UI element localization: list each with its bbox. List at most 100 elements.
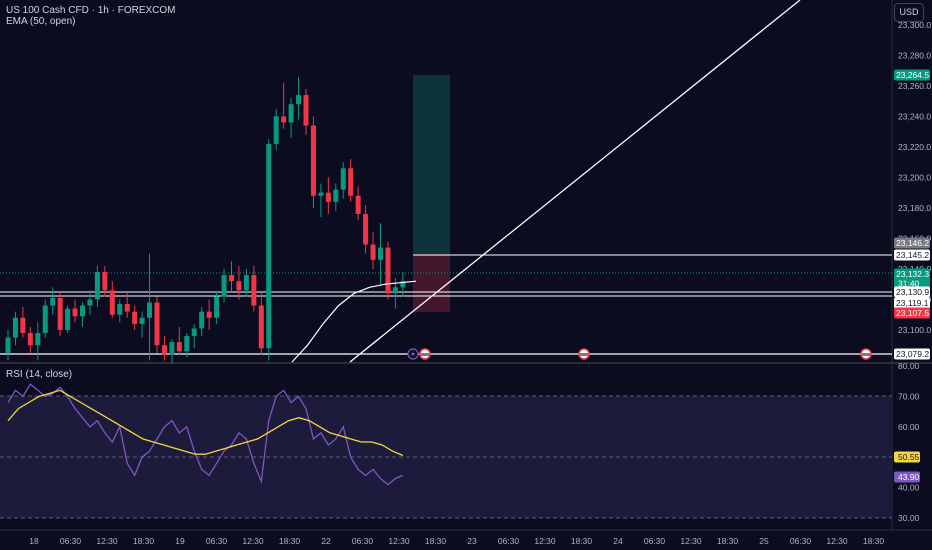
candle <box>310 116 316 208</box>
time-label: 12:30 <box>680 536 702 546</box>
rsi-tag-label: 43.90 <box>898 472 920 482</box>
time-label: 18:30 <box>863 536 885 546</box>
candle <box>102 265 108 297</box>
price-tag-label: 23,130.9 <box>896 287 929 297</box>
candle <box>27 326 33 353</box>
price-tag-line3[interactable]: 23,130.9 <box>894 286 930 298</box>
candle <box>124 293 130 318</box>
rsi-ma-line <box>7 389 404 457</box>
price-tag-label: 23,145.2 <box>896 250 929 260</box>
time-axis[interactable]: 18 06:30 12:30 18:30 19 06:30 12:30 18:30 22 06:3… <box>29 536 884 546</box>
price-tick-label: 23,180.0 <box>898 203 931 213</box>
time-label: 23 <box>467 536 477 546</box>
candle <box>94 265 100 308</box>
candle <box>87 290 93 315</box>
rsi-tag-ma[interactable]: 50.55 <box>894 451 920 463</box>
price-tag-line2[interactable]: 23,145.2 <box>894 249 930 261</box>
economic-event-icon[interactable] <box>578 348 590 360</box>
price-tag-label: 23,132.3 <box>896 269 929 279</box>
candle <box>176 326 182 355</box>
price-tag-line4[interactable]: 23,119.1 <box>894 297 930 309</box>
price-tag-line5[interactable]: 23,079.2 <box>894 348 930 360</box>
rsi-tick-label: 70.00 <box>898 391 920 401</box>
price-tick-label: 23,260.0 <box>898 81 931 91</box>
candles-group <box>5 76 406 364</box>
rsi-tag-rsi[interactable]: 43.90 <box>894 471 920 483</box>
price-tag-sl[interactable]: 23,107.5 <box>894 307 930 319</box>
candle <box>273 108 279 150</box>
bar-countdown: 31:40 <box>898 279 920 289</box>
currency-button[interactable]: USD <box>894 3 924 22</box>
rsi-tag-label: 50.55 <box>898 452 920 462</box>
price-tag-label: 23,146.2 <box>896 238 929 248</box>
rsi-tick-label: 40.00 <box>898 483 920 493</box>
candle <box>191 323 197 349</box>
rsi-legend[interactable]: RSI (14, close) <box>6 369 73 380</box>
time-label: 22 <box>321 536 331 546</box>
time-label: 06:30 <box>644 536 666 546</box>
candle <box>229 261 234 292</box>
candle <box>348 159 354 202</box>
time-label: 12:30 <box>534 536 556 546</box>
candle <box>258 293 264 355</box>
candle <box>117 299 123 323</box>
price-tick-label: 23,240.0 <box>898 111 931 121</box>
economic-event-icon[interactable] <box>419 348 431 360</box>
price-tag-last[interactable]: 23,132.331:40 <box>894 268 930 289</box>
rsi-line <box>7 383 404 486</box>
economic-event-icon[interactable] <box>860 348 872 360</box>
candle <box>221 268 227 303</box>
candle <box>20 307 26 338</box>
price-tick-label: 23,280.0 <box>898 50 931 60</box>
candle <box>251 265 257 312</box>
time-label: 06:30 <box>790 536 812 546</box>
candle <box>109 281 115 318</box>
time-label: 19 <box>175 536 185 546</box>
candle <box>288 98 294 138</box>
candle <box>206 299 212 330</box>
time-label: 06:30 <box>498 536 520 546</box>
position-profit-zone[interactable] <box>413 75 450 254</box>
time-label: 12:30 <box>242 536 264 546</box>
candle <box>385 241 391 300</box>
candle <box>325 177 331 215</box>
price-tag-tp[interactable]: 23,264.5 <box>894 69 930 81</box>
time-label: 25 <box>759 536 769 546</box>
price-tick-label: 23,300.0 <box>898 20 931 30</box>
ema-legend[interactable]: EMA (50, open) <box>6 16 76 27</box>
candle <box>154 296 160 353</box>
position-loss-zone[interactable] <box>413 254 450 312</box>
candle <box>370 232 376 269</box>
rsi-tick-label: 80.00 <box>898 361 920 371</box>
candle <box>236 265 242 300</box>
candle <box>296 76 302 120</box>
candle <box>199 307 205 337</box>
price-tag-label: 23,107.5 <box>896 308 929 318</box>
rsi-tick-label: 30.00 <box>898 513 920 523</box>
candle <box>318 183 324 218</box>
time-label: 06:30 <box>352 536 374 546</box>
time-label: 18:30 <box>425 536 447 546</box>
candle <box>139 311 145 338</box>
candle <box>243 268 249 297</box>
lightning-event-icon[interactable] <box>407 348 419 360</box>
time-label: 18:30 <box>133 536 155 546</box>
time-label: 06:30 <box>60 536 82 546</box>
candle <box>50 287 56 315</box>
price-tag-line1[interactable]: 23,146.2 <box>894 237 930 249</box>
candle <box>5 329 11 361</box>
time-label: 18:30 <box>571 536 593 546</box>
candle <box>57 291 63 337</box>
candle <box>214 291 220 324</box>
symbol-title[interactable]: US 100 Cash CFD · 1h · FOREXCOM <box>6 5 176 16</box>
candle <box>303 88 309 135</box>
candle <box>378 223 383 285</box>
candle <box>80 302 85 327</box>
rsi-tick-label: 60.00 <box>898 422 920 432</box>
time-label: 12:30 <box>826 536 848 546</box>
candle <box>281 82 287 129</box>
candle <box>12 311 18 346</box>
trend-line[interactable] <box>349 0 801 363</box>
